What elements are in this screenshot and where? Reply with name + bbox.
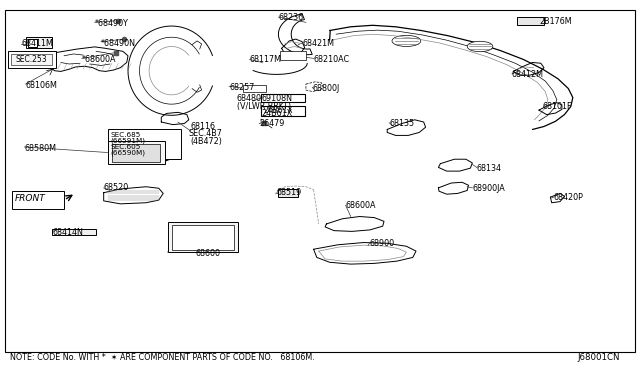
Bar [52,229,96,235]
Ellipse shape [467,41,493,52]
Text: *68490N: *68490N [101,39,136,48]
Text: 68210AC: 68210AC [314,55,349,64]
Bar [26,37,52,48]
Bar [278,189,298,197]
Text: SEC.4B7: SEC.4B7 [189,129,223,138]
Text: 68116: 68116 [191,122,216,131]
Bar [168,222,238,252]
Bar [108,129,181,159]
Bar [8,51,56,68]
Text: 68257: 68257 [229,83,255,92]
Text: 68117M: 68117M [250,55,282,64]
Text: SEC.685: SEC.685 [111,132,141,138]
Text: 68421M: 68421M [302,39,334,48]
Ellipse shape [392,35,421,46]
Text: 68101F: 68101F [543,102,572,111]
Text: FRONT: FRONT [15,194,45,203]
Text: 68412M: 68412M [512,70,544,79]
Text: 68800J: 68800J [312,84,340,93]
Bar [112,144,160,162]
Bar [261,94,305,102]
Text: 68600A: 68600A [346,201,376,210]
Text: (4B472): (4B472) [191,137,223,146]
Text: 68414N: 68414N [52,228,83,237]
Text: 69108N: 69108N [261,94,292,103]
Text: NOTE: CODE No. WITH *  ✶ ARE COMPONENT PARTS OF CODE NO.   68106M.: NOTE: CODE No. WITH * ✶ ARE COMPONENT PA… [10,353,314,362]
Text: (66591M): (66591M) [111,137,146,144]
Text: 68480: 68480 [237,94,262,103]
Text: 24B61X: 24B61X [261,109,292,118]
Bar [517,17,544,25]
Bar [11,54,52,65]
Text: (66590M): (66590M) [111,149,146,156]
Text: 68600: 68600 [195,249,220,258]
Bar [280,51,306,60]
Text: 68106M: 68106M [26,81,58,90]
Text: 68519: 68519 [276,188,301,197]
Bar [12,191,64,209]
Text: 26479: 26479 [259,119,285,128]
Text: 68580M: 68580M [24,144,56,153]
Text: SEC.253: SEC.253 [16,55,47,64]
Text: *68490Y: *68490Y [95,19,129,28]
Text: 68236: 68236 [278,13,303,22]
Text: 68900: 68900 [370,239,395,248]
Bar [108,141,165,164]
Bar [172,225,234,250]
Text: 2B176M: 2B176M [539,17,572,26]
Text: 68900JA: 68900JA [472,185,505,193]
Bar [261,106,305,116]
Text: (V/LWR BRKT): (V/LWR BRKT) [237,102,291,110]
Text: SEC.605: SEC.605 [111,144,141,150]
Text: 68135: 68135 [389,119,414,128]
Text: *68600A: *68600A [82,55,116,64]
Text: 68411M: 68411M [21,39,53,48]
Bar [28,39,37,47]
Text: 24B61X: 24B61X [264,106,293,115]
Text: 68134: 68134 [477,164,502,173]
Text: J68001CN: J68001CN [577,353,620,362]
Text: 68420P: 68420P [554,193,584,202]
Text: 68520: 68520 [104,183,129,192]
Bar [243,85,266,92]
